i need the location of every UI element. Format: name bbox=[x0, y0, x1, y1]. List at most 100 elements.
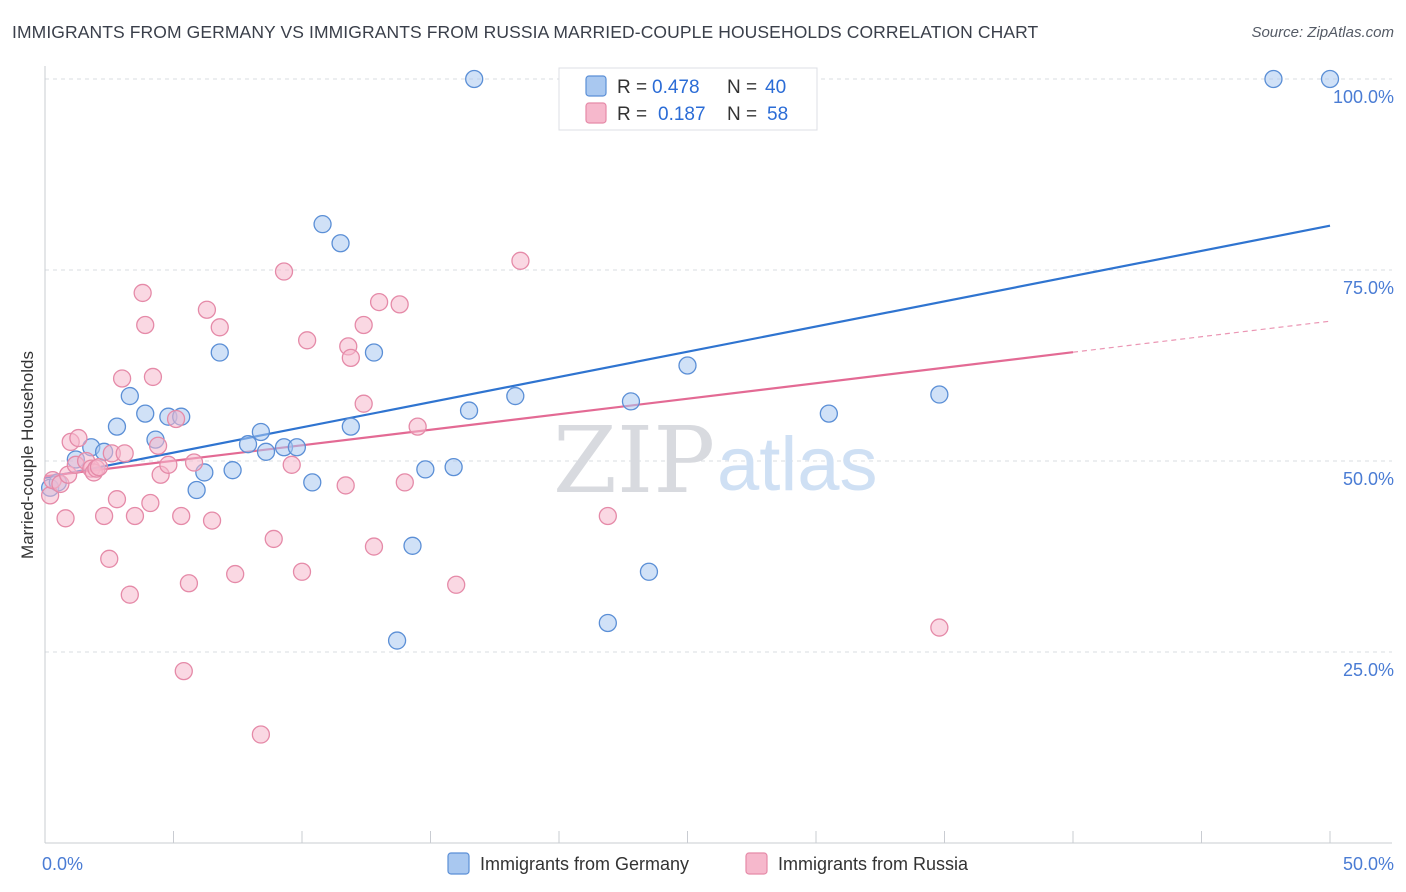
point-russia bbox=[94, 506, 114, 526]
chart-title: IMMIGRANTS FROM GERMANY VS IMMIGRANTS FR… bbox=[12, 22, 1039, 42]
x-tick-label-max: 50.0% bbox=[1343, 854, 1394, 874]
point-russia bbox=[107, 490, 127, 509]
point-germany bbox=[256, 442, 276, 461]
point-germany bbox=[287, 438, 307, 457]
point-germany bbox=[403, 536, 422, 555]
point-russia bbox=[148, 436, 168, 455]
legend-r-value-russia: 0.187 bbox=[658, 104, 706, 125]
grid-lines bbox=[45, 78, 1392, 653]
point-russia bbox=[141, 493, 160, 513]
point-germany bbox=[621, 392, 641, 411]
series-legend: Immigrants from Germany Immigrants from … bbox=[447, 852, 969, 875]
point-russia bbox=[179, 574, 199, 593]
x-tick-label-min: 0.0% bbox=[42, 854, 83, 874]
point-germany bbox=[187, 480, 206, 500]
y-tick-label: 25.0% bbox=[1343, 660, 1394, 680]
point-russia bbox=[143, 367, 163, 387]
y-tick-label: 100.0% bbox=[1333, 87, 1394, 107]
point-germany bbox=[251, 422, 271, 442]
legend-r-value-germany: 0.478 bbox=[652, 77, 700, 98]
trend-line-russia bbox=[44, 351, 1074, 478]
point-russia bbox=[226, 564, 245, 584]
point-russia bbox=[100, 549, 119, 568]
point-russia bbox=[511, 251, 530, 270]
point-russia bbox=[292, 562, 312, 581]
y-axis-label: Married-couple Households bbox=[18, 351, 37, 559]
point-russia bbox=[598, 506, 617, 526]
point-russia bbox=[89, 457, 109, 477]
x-tick-labels: 0.0% 50.0% bbox=[42, 854, 1394, 874]
point-germany bbox=[416, 460, 435, 479]
point-russia bbox=[297, 331, 317, 350]
y-tick-label: 50.0% bbox=[1343, 469, 1394, 489]
legend-swatch-germany bbox=[585, 75, 607, 97]
point-germany bbox=[598, 613, 617, 633]
point-russia bbox=[210, 318, 229, 337]
point-germany bbox=[120, 386, 139, 406]
bottom-legend-swatch-germany bbox=[447, 852, 470, 875]
point-russia bbox=[184, 453, 204, 472]
point-russia bbox=[120, 585, 139, 604]
legend-n-value-germany: 40 bbox=[765, 77, 786, 98]
point-germany bbox=[444, 457, 463, 477]
point-germany bbox=[136, 404, 155, 423]
legend-n-label-russia: N = bbox=[727, 104, 757, 125]
point-germany bbox=[1320, 69, 1340, 89]
point-russia bbox=[251, 725, 271, 744]
point-germany bbox=[210, 343, 229, 362]
legend-n-value-russia: 58 bbox=[767, 104, 788, 125]
watermark-atlas: atlas bbox=[717, 422, 878, 507]
point-germany bbox=[107, 417, 127, 436]
data-points bbox=[40, 69, 1340, 744]
point-russia bbox=[172, 506, 191, 526]
point-russia bbox=[136, 315, 155, 335]
bottom-legend-label-russia: Immigrants from Russia bbox=[778, 854, 969, 874]
point-russia bbox=[282, 455, 301, 474]
trend-line-extension-russia bbox=[1072, 320, 1331, 353]
point-russia bbox=[447, 575, 466, 594]
bottom-legend-label-germany: Immigrants from Germany bbox=[480, 854, 689, 874]
point-germany bbox=[331, 234, 350, 253]
source-credit: Source: ZipAtlas.com bbox=[1251, 24, 1394, 41]
point-germany bbox=[313, 215, 332, 234]
point-russia bbox=[166, 409, 186, 429]
point-russia bbox=[395, 473, 414, 492]
point-germany bbox=[341, 417, 360, 436]
point-germany bbox=[223, 461, 242, 480]
point-germany bbox=[1264, 69, 1283, 89]
point-russia bbox=[408, 417, 427, 436]
point-germany bbox=[678, 356, 697, 375]
y-tick-label: 75.0% bbox=[1343, 278, 1394, 298]
point-russia bbox=[930, 618, 949, 637]
point-russia bbox=[133, 283, 152, 303]
point-germany bbox=[930, 385, 949, 404]
point-russia bbox=[125, 506, 145, 526]
y-tick-labels: 25.0% 50.0% 75.0% 100.0% bbox=[1333, 87, 1394, 680]
point-germany bbox=[639, 562, 659, 581]
point-germany bbox=[819, 404, 838, 423]
point-russia bbox=[390, 295, 409, 314]
point-russia bbox=[336, 476, 355, 495]
bottom-legend-swatch-russia bbox=[745, 852, 768, 875]
legend-n-label-germany: N = bbox=[727, 77, 757, 98]
point-germany bbox=[387, 631, 407, 650]
point-russia bbox=[354, 394, 373, 413]
point-germany bbox=[238, 435, 258, 454]
point-germany bbox=[303, 473, 322, 492]
point-russia bbox=[174, 661, 193, 681]
point-germany bbox=[465, 69, 484, 89]
point-russia bbox=[115, 444, 134, 463]
point-russia bbox=[354, 315, 373, 335]
point-russia bbox=[369, 292, 389, 312]
point-russia bbox=[341, 348, 360, 368]
legend-r-label-germany: R = bbox=[617, 77, 647, 98]
point-russia bbox=[69, 428, 88, 448]
watermark-zip: ZIP bbox=[553, 407, 715, 514]
point-russia bbox=[197, 300, 217, 319]
point-russia bbox=[364, 537, 384, 556]
point-germany bbox=[364, 343, 384, 362]
point-russia bbox=[202, 511, 222, 530]
legend-r-label-russia: R = bbox=[617, 104, 647, 125]
watermark: ZIP atlas bbox=[553, 407, 878, 514]
point-russia bbox=[56, 509, 75, 528]
